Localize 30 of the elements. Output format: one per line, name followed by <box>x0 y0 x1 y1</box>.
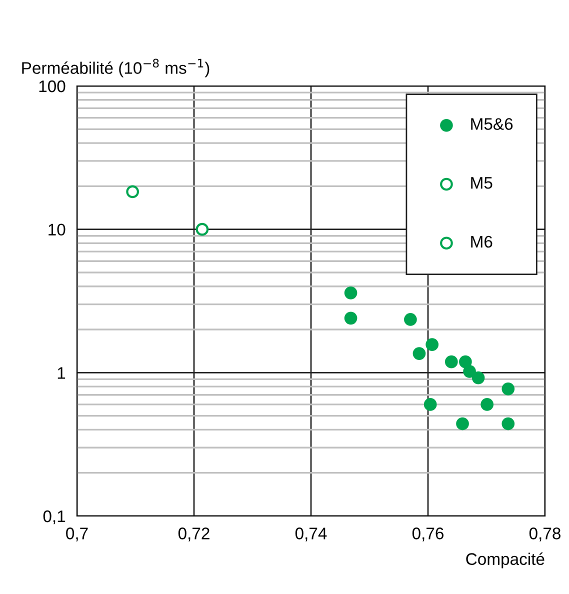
point <box>426 338 439 352</box>
y-tick-label: 0,1 <box>43 510 66 524</box>
point <box>444 355 458 368</box>
point <box>463 365 476 378</box>
x-tick-label: 0,7 <box>66 528 88 542</box>
y-tick-label: 100 <box>39 80 66 92</box>
point <box>404 313 417 326</box>
legend-label: M5&6 <box>471 118 513 130</box>
y-axis-title: Perméabilité (10$^{−8}$ ms$^{−1}$) <box>22 58 210 78</box>
legend-label: M6 <box>471 236 492 248</box>
y-tick-label: 10 <box>48 224 66 236</box>
x-axis-title: Compacité <box>466 552 544 568</box>
point <box>480 398 494 411</box>
x-tick-label: 0,72 <box>178 528 210 542</box>
y-tick-label: 1 <box>58 367 66 379</box>
point <box>126 185 139 198</box>
point <box>196 222 209 236</box>
legend-label: M5 <box>471 177 492 189</box>
point <box>344 286 358 300</box>
x-tick-label: 0,76 <box>412 528 444 542</box>
point <box>502 417 515 430</box>
point <box>459 355 472 368</box>
point <box>344 312 358 325</box>
point <box>424 398 437 411</box>
point <box>412 347 426 360</box>
point <box>472 371 485 384</box>
point <box>502 382 515 396</box>
x-tick-label: 0,74 <box>295 528 327 542</box>
point <box>456 417 469 430</box>
x-tick-label: 0,78 <box>529 528 560 542</box>
